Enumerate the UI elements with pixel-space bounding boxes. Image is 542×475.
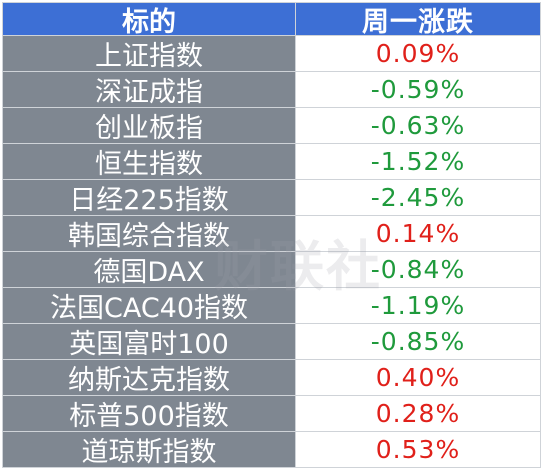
table-row: 上证指数 0.09% [3, 36, 541, 72]
table-row: 德国DAX -0.84% [3, 252, 541, 288]
index-change: 0.40% [296, 360, 541, 396]
table-row: 创业板指 -0.63% [3, 108, 541, 144]
index-name: 英国富时100 [3, 324, 296, 360]
header-change: 周一涨跌 [296, 3, 541, 38]
table-row: 日经225指数 -2.45% [3, 180, 541, 216]
index-name: 道琼斯指数 [3, 432, 296, 468]
index-name: 深证成指 [3, 72, 296, 108]
index-name: 创业板指 [3, 108, 296, 144]
index-change: 0.09% [296, 36, 541, 72]
table-row: 道琼斯指数 0.53% [3, 432, 541, 468]
index-name: 韩国综合指数 [3, 216, 296, 252]
index-name: 法国CAC40指数 [3, 288, 296, 324]
index-change: -0.85% [296, 324, 541, 360]
index-change: -0.63% [296, 108, 541, 144]
index-name: 纳斯达克指数 [3, 360, 296, 396]
index-change-table: 标的 周一涨跌 上证指数 0.09% 深证成指 -0.59% 创业板指 -0.63% 恒生指… [2, 2, 541, 468]
table-row: 韩国综合指数 0.14% [3, 216, 541, 252]
index-name: 恒生指数 [3, 144, 296, 180]
table-row: 恒生指数 -1.52% [3, 144, 541, 180]
header-name: 标的 [3, 3, 296, 38]
index-change: -2.45% [296, 180, 541, 216]
index-name: 上证指数 [3, 36, 296, 72]
index-change: 0.14% [296, 216, 541, 252]
index-change: -1.19% [296, 288, 541, 324]
index-change: 0.53% [296, 432, 541, 468]
index-name: 日经225指数 [3, 180, 296, 216]
table-row: 纳斯达克指数 0.40% [3, 360, 541, 396]
index-change: -0.59% [296, 72, 541, 108]
index-name: 德国DAX [3, 252, 296, 288]
index-change: -0.84% [296, 252, 541, 288]
index-change: 0.28% [296, 396, 541, 432]
table-row: 法国CAC40指数 -1.19% [3, 288, 541, 324]
index-name: 标普500指数 [3, 396, 296, 432]
table-row: 标普500指数 0.28% [3, 396, 541, 432]
table-row: 英国富时100 -0.85% [3, 324, 541, 360]
table-row: 深证成指 -0.59% [3, 72, 541, 108]
table-header: 标的 周一涨跌 [3, 3, 541, 38]
index-change: -1.52% [296, 144, 541, 180]
